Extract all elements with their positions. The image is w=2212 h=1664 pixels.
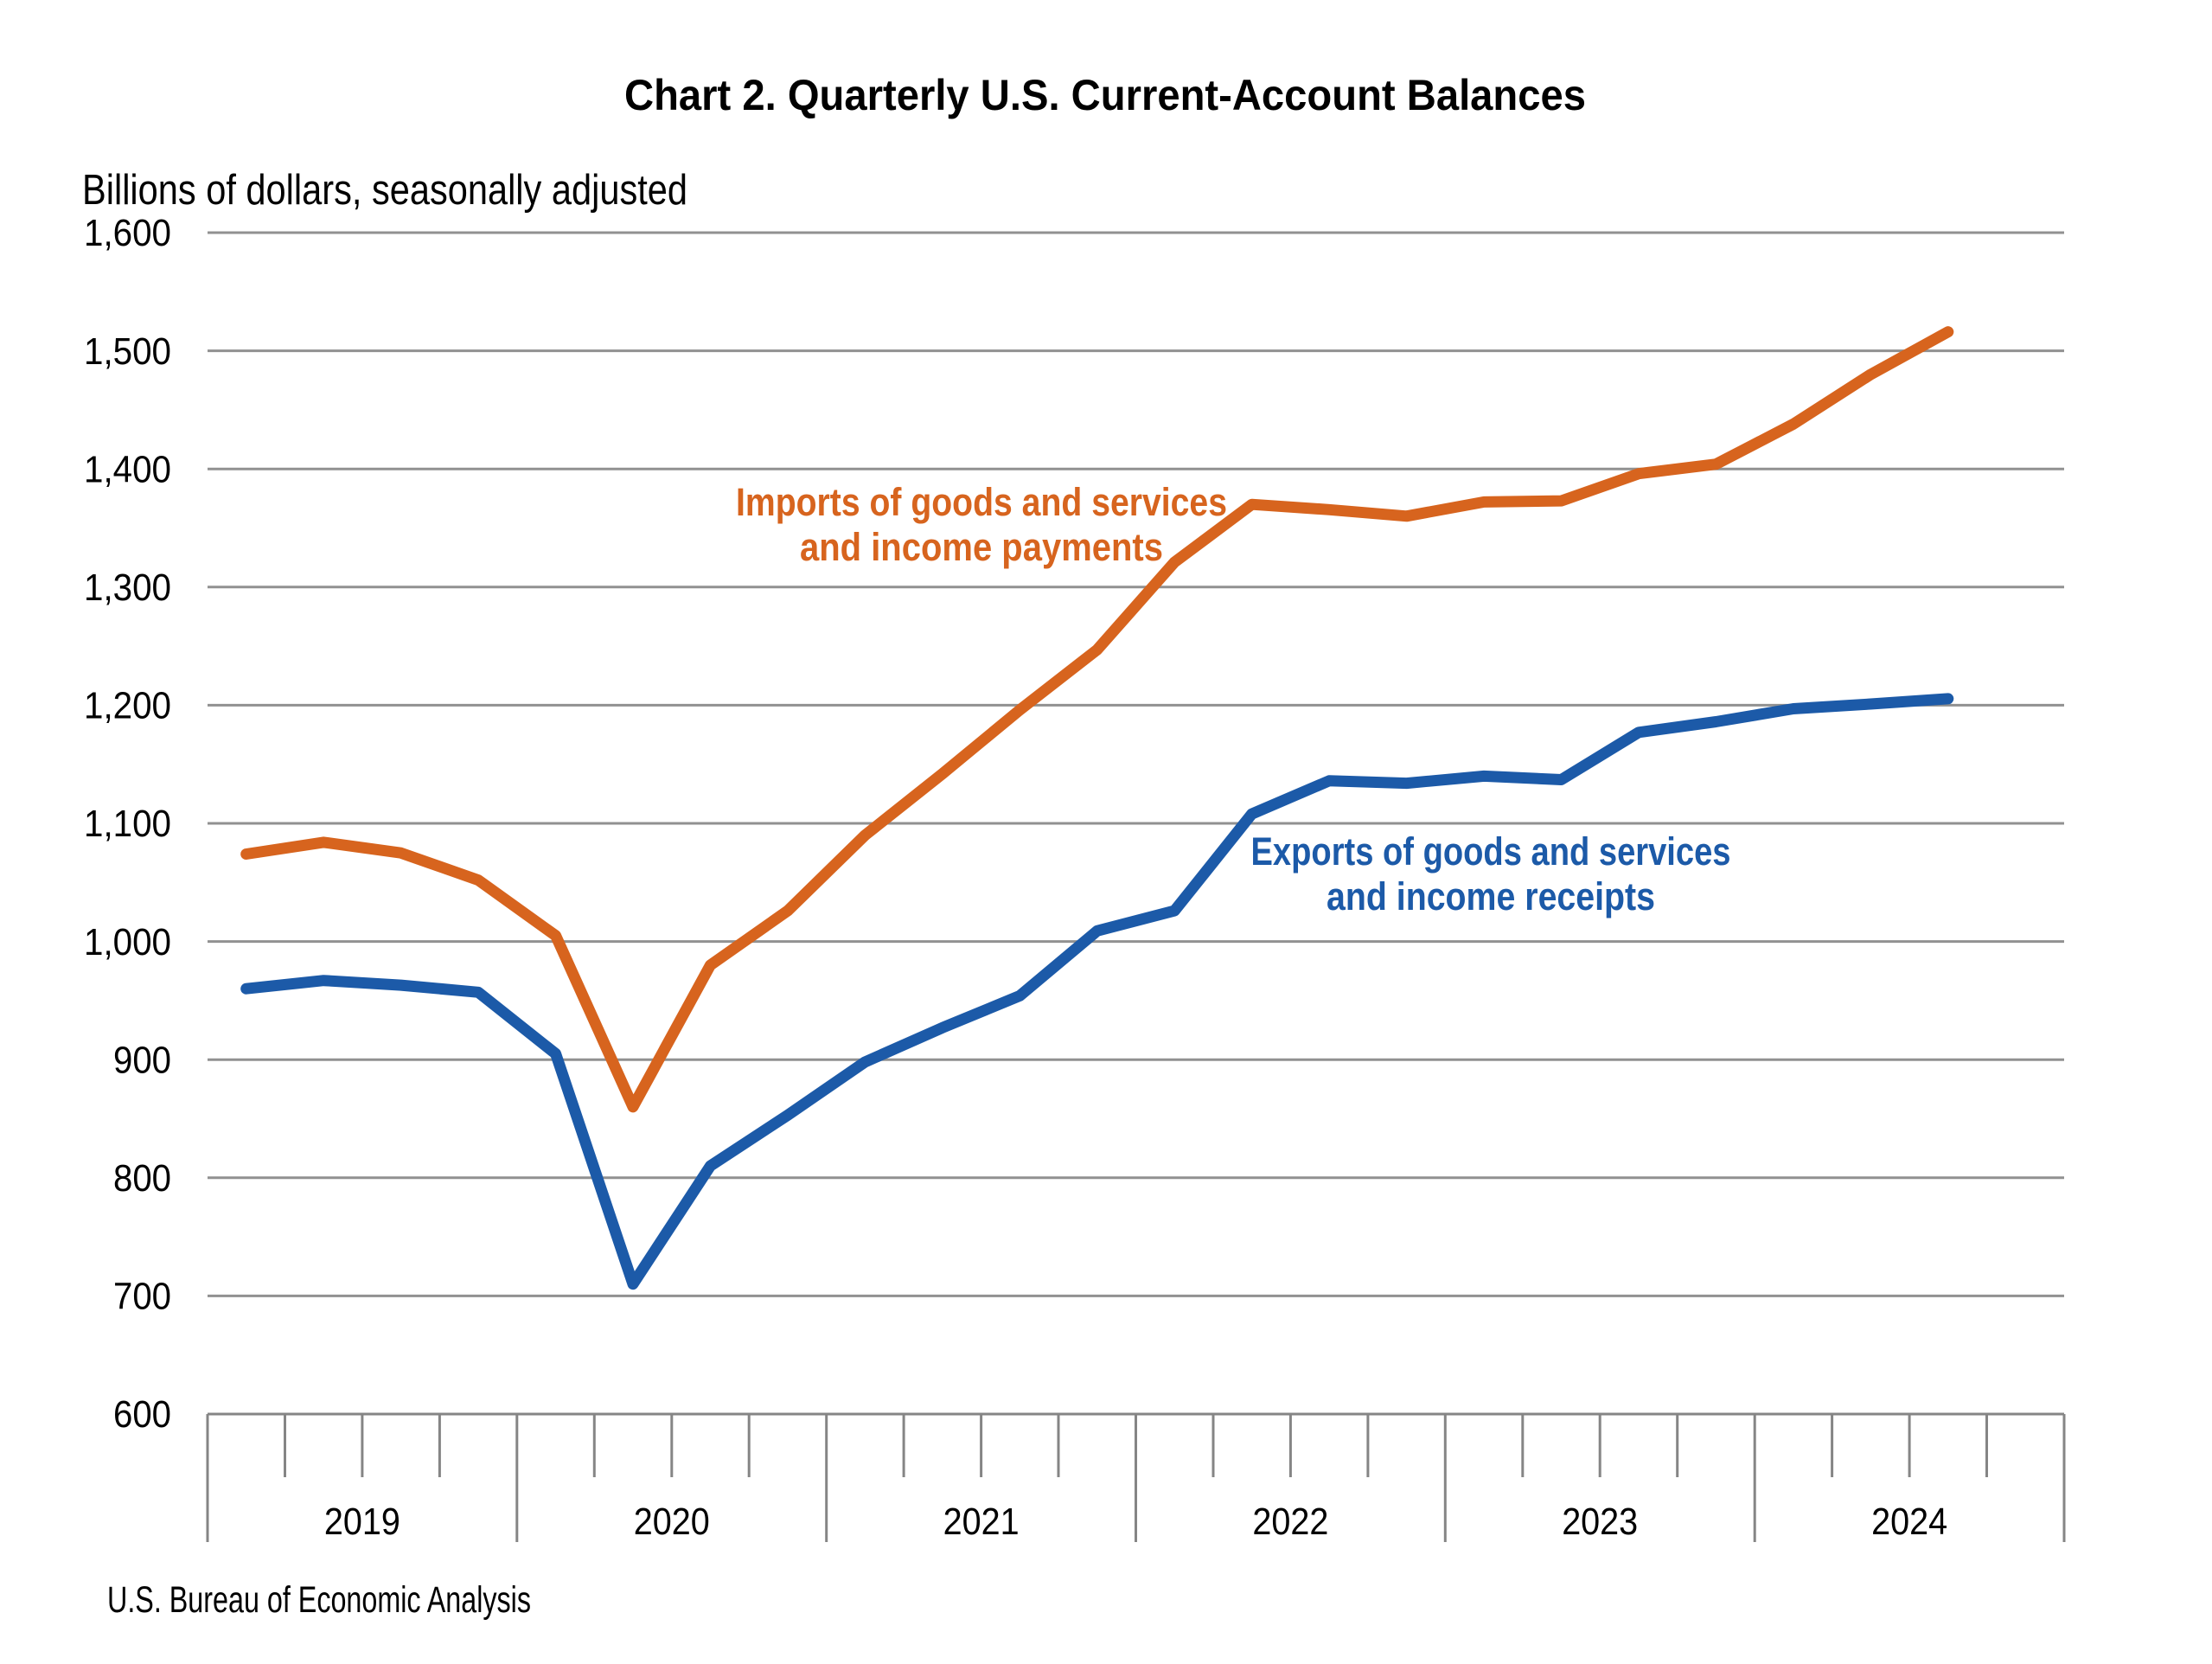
svg-text:1,600: 1,600 [84,212,171,254]
svg-text:Exports of goods and services: Exports of goods and services [1251,829,1731,874]
svg-text:U.S. Bureau of Economic Analys: U.S. Bureau of Economic Analysis [107,1579,531,1621]
svg-text:2022: 2022 [1252,1501,1328,1543]
svg-text:1,000: 1,000 [84,921,171,963]
svg-text:Chart 2. Quarterly U.S. Curren: Chart 2. Quarterly U.S. Current-Account … [624,71,1586,119]
svg-text:and income receipts: and income receipts [1327,874,1655,918]
svg-text:2023: 2023 [1562,1501,1638,1543]
svg-text:600: 600 [113,1393,171,1436]
svg-text:and income payments: and income payments [800,525,1163,569]
svg-text:1,400: 1,400 [84,448,171,490]
svg-text:Billions of dollars, seasonall: Billions of dollars, seasonally adjusted [82,167,687,214]
svg-text:2019: 2019 [324,1501,400,1543]
svg-text:2024: 2024 [1871,1501,1947,1543]
svg-text:1,500: 1,500 [84,330,171,373]
svg-text:900: 900 [113,1039,171,1081]
svg-text:700: 700 [113,1276,171,1318]
svg-text:Imports of goods and services: Imports of goods and services [736,480,1227,524]
svg-text:1,300: 1,300 [84,566,171,609]
svg-text:800: 800 [113,1157,171,1200]
svg-text:1,100: 1,100 [84,803,171,845]
svg-text:2021: 2021 [943,1501,1020,1543]
svg-text:2020: 2020 [634,1501,710,1543]
svg-text:1,200: 1,200 [84,685,171,727]
